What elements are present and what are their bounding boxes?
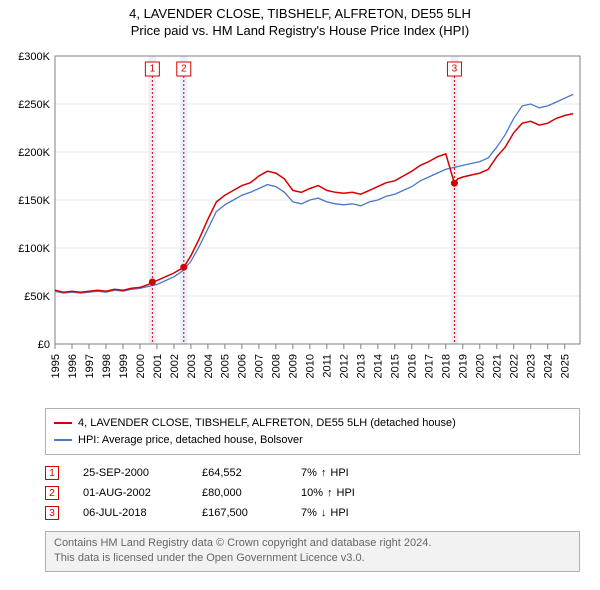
- sale-events-list: 1 25-SEP-2000 £64,552 7% ↑ HPI 2 01-AUG-2002 £…: [45, 463, 580, 523]
- svg-text:2014: 2014: [373, 354, 385, 378]
- svg-text:2006: 2006: [237, 354, 249, 378]
- svg-text:1999: 1999: [118, 354, 130, 378]
- event-date: 06-JUL-2018: [83, 507, 178, 519]
- svg-text:2001: 2001: [152, 354, 164, 378]
- event-delta: 7% ↑ HPI: [301, 467, 349, 479]
- svg-text:2021: 2021: [492, 354, 504, 378]
- event-delta: 7% ↓ HPI: [301, 507, 349, 519]
- legend-label: 4, LAVENDER CLOSE, TIBSHELF, ALFRETON, D…: [78, 415, 456, 432]
- svg-text:2: 2: [181, 64, 187, 75]
- svg-text:1997: 1997: [84, 354, 96, 378]
- event-marker-box: 3: [45, 506, 59, 520]
- arrow-icon: ↑: [321, 467, 327, 479]
- svg-text:2009: 2009: [288, 354, 300, 378]
- arrow-icon: ↓: [321, 507, 327, 519]
- svg-text:£150K: £150K: [18, 195, 50, 207]
- svg-text:2008: 2008: [271, 354, 283, 378]
- svg-text:1: 1: [150, 64, 156, 75]
- svg-text:2011: 2011: [322, 354, 334, 378]
- svg-text:1996: 1996: [67, 354, 79, 378]
- svg-text:2017: 2017: [424, 354, 436, 378]
- event-price: £64,552: [202, 467, 277, 479]
- chart-title: 4, LAVENDER CLOSE, TIBSHELF, ALFRETON, D…: [0, 6, 600, 21]
- sale-event-row: 3 06-JUL-2018 £167,500 7% ↓ HPI: [45, 503, 580, 523]
- event-marker-box: 1: [45, 466, 59, 480]
- svg-text:2025: 2025: [560, 354, 572, 378]
- svg-text:£200K: £200K: [18, 147, 50, 159]
- attribution-line: This data is licensed under the Open Gov…: [54, 551, 571, 566]
- svg-text:2022: 2022: [509, 354, 521, 378]
- legend-label: HPI: Average price, detached house, Bols…: [78, 432, 303, 449]
- svg-text:2010: 2010: [305, 354, 317, 378]
- svg-text:2020: 2020: [475, 354, 487, 378]
- attribution-box: Contains HM Land Registry data © Crown c…: [45, 531, 580, 572]
- event-date: 25-SEP-2000: [83, 467, 178, 479]
- arrow-icon: ↑: [327, 487, 333, 499]
- event-delta: 10% ↑ HPI: [301, 487, 355, 499]
- svg-text:2013: 2013: [356, 354, 368, 378]
- chart-legend: 4, LAVENDER CLOSE, TIBSHELF, ALFRETON, D…: [45, 408, 580, 455]
- svg-text:£300K: £300K: [18, 51, 50, 63]
- legend-item: 4, LAVENDER CLOSE, TIBSHELF, ALFRETON, D…: [54, 415, 571, 432]
- event-price: £80,000: [202, 487, 277, 499]
- svg-text:2024: 2024: [543, 354, 555, 378]
- svg-text:2012: 2012: [339, 354, 351, 378]
- chart-subtitle: Price paid vs. HM Land Registry's House …: [0, 23, 600, 38]
- attribution-line: Contains HM Land Registry data © Crown c…: [54, 536, 571, 551]
- svg-text:2007: 2007: [254, 354, 266, 378]
- legend-item: HPI: Average price, detached house, Bols…: [54, 432, 571, 449]
- svg-text:£250K: £250K: [18, 99, 50, 111]
- svg-text:3: 3: [452, 64, 458, 75]
- svg-text:£50K: £50K: [24, 291, 50, 303]
- svg-text:2003: 2003: [186, 354, 198, 378]
- svg-text:2015: 2015: [390, 354, 402, 378]
- price-chart: £0 £50K £100K £150K £200K £250K £300K 1995 1996 1…: [10, 44, 590, 404]
- event-marker-box: 2: [45, 486, 59, 500]
- svg-text:1998: 1998: [101, 354, 113, 378]
- svg-text:2004: 2004: [203, 354, 215, 378]
- svg-text:2005: 2005: [220, 354, 232, 378]
- event-price: £167,500: [202, 507, 277, 519]
- sale-event-row: 2 01-AUG-2002 £80,000 10% ↑ HPI: [45, 483, 580, 503]
- svg-text:£100K: £100K: [18, 243, 50, 255]
- svg-text:2019: 2019: [458, 354, 470, 378]
- svg-text:2002: 2002: [169, 354, 181, 378]
- svg-text:2023: 2023: [526, 354, 538, 378]
- svg-text:£0: £0: [38, 339, 50, 351]
- svg-text:2018: 2018: [441, 354, 453, 378]
- svg-text:2000: 2000: [135, 354, 147, 378]
- svg-text:1995: 1995: [50, 354, 62, 378]
- sale-event-row: 1 25-SEP-2000 £64,552 7% ↑ HPI: [45, 463, 580, 483]
- svg-text:2016: 2016: [407, 354, 419, 378]
- event-date: 01-AUG-2002: [83, 487, 178, 499]
